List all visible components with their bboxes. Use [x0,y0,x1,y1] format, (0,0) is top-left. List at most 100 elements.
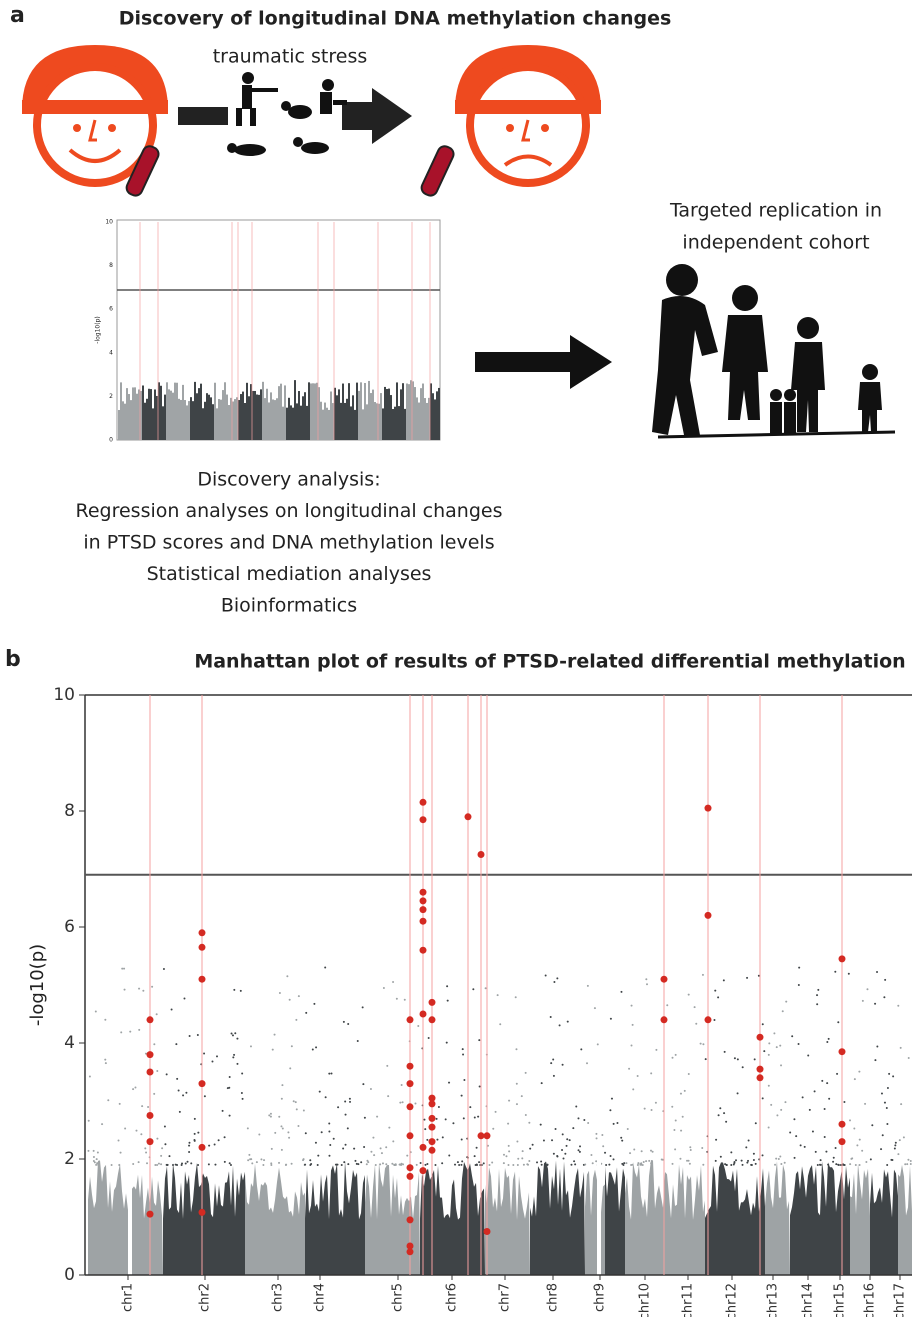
arrow [475,335,612,389]
sad-face [420,45,601,197]
background-texture [281,1084,284,1087]
background-texture [795,1135,798,1138]
background-texture [602,1145,605,1148]
background-texture [892,1075,895,1078]
background-texture [595,1137,598,1140]
thumbnail-texture [180,399,182,440]
thumbnail-texture [258,394,260,440]
x-tick-label: chr3 [271,1283,286,1312]
background-texture [577,1117,580,1120]
thumbnail-texture [330,391,332,440]
background-texture [424,1128,427,1131]
thumbnail-texture [210,397,212,440]
background-texture [347,1163,350,1166]
thumbnail-texture [300,405,302,440]
background-texture [858,1138,861,1141]
background-texture [414,1102,417,1105]
background-texture [342,1147,345,1150]
arrow-bar [178,107,228,125]
background-texture [290,1162,293,1165]
background-texture [317,1154,320,1157]
background-texture [774,1163,777,1166]
thumbnail-texture [412,381,414,440]
background-texture [767,1084,770,1087]
background-texture [324,1096,327,1099]
background-texture [890,1158,893,1161]
background-texture [736,1092,739,1095]
background-texture [281,1127,284,1130]
background-texture [799,1144,802,1147]
background-texture [661,1158,664,1161]
thumbnail-texture [284,385,286,440]
hit-point [483,1228,491,1235]
thumbnail-texture [434,399,436,440]
thumbnail-texture [340,402,342,440]
background-texture [248,1153,251,1156]
hit-point [406,1242,414,1250]
thumbnail-texture [212,404,214,440]
background-texture [561,1063,564,1066]
hit-point [146,1112,154,1119]
background-texture [278,1161,281,1164]
background-texture [797,983,800,986]
background-texture [290,1045,293,1048]
background-texture [570,1163,573,1166]
thumbnail-ylabel: -log10(p) [95,316,102,343]
background-texture [821,1079,824,1082]
thumbnail-texture [358,390,360,440]
background-texture [473,1155,476,1158]
background-texture [362,1083,365,1086]
thumbnail-texture [132,387,134,440]
background-texture [765,1161,790,1275]
background-texture [612,1158,615,1161]
thumbnail-texture [182,384,184,440]
background-texture [752,1158,755,1161]
background-texture [793,1156,796,1159]
background-texture [223,1136,226,1139]
background-texture [850,1163,870,1275]
background-texture [147,1106,150,1109]
thumbnail-tick: 4 [109,349,113,356]
background-texture [456,1161,459,1164]
background-texture [801,1096,804,1099]
background-texture [746,1161,749,1164]
background-texture [269,1112,272,1115]
x-tick-label: chr4 [313,1283,328,1312]
background-texture [134,1086,137,1089]
background-texture [269,1115,272,1118]
thumbnail-texture [334,387,336,440]
background-texture [485,1167,530,1275]
background-texture [230,1032,233,1035]
background-texture [311,1048,314,1051]
background-texture [673,1128,676,1131]
background-texture [886,1163,889,1166]
background-texture [233,1053,236,1056]
background-texture [153,1092,156,1095]
background-texture [789,1131,792,1134]
background-texture [687,993,690,996]
background-texture [522,1163,525,1166]
background-texture [228,1075,231,1078]
background-texture [893,1147,896,1150]
hit-point [406,1016,414,1024]
background-texture [373,1154,376,1157]
background-texture [847,972,850,975]
background-texture [288,998,291,1001]
x-tick-label: chr14 [801,1283,816,1317]
background-texture [654,1101,657,1104]
background-texture [869,1158,872,1161]
panel-title: Discovery of longitudinal DNA methylatio… [119,8,672,30]
hit-point [419,1010,427,1018]
background-texture [573,1160,576,1163]
background-texture [827,1163,830,1166]
background-texture [477,1115,480,1118]
background-texture [524,1114,527,1117]
background-texture [304,1132,307,1135]
background-texture [622,1163,625,1166]
thumbnail-texture [172,392,174,440]
background-texture [132,1163,135,1166]
hit-point [838,955,846,963]
background-texture [637,1162,640,1165]
background-texture [385,1146,388,1149]
